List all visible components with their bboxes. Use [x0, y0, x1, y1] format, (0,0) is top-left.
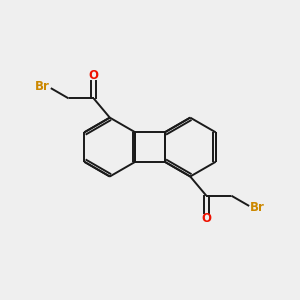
Text: Br: Br	[250, 201, 265, 214]
Text: O: O	[201, 212, 211, 225]
Text: Br: Br	[35, 80, 50, 93]
Text: O: O	[89, 69, 99, 82]
